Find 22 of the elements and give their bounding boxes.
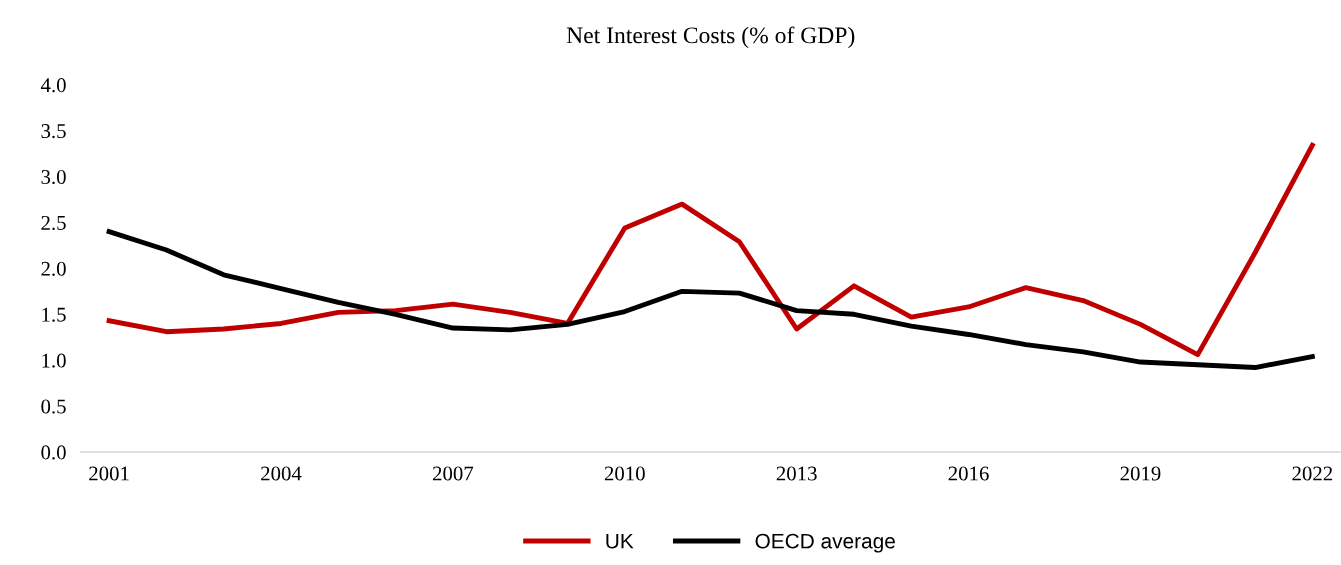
y-tick-label: 4.0	[40, 78, 66, 93]
x-tick-label: 2019	[1120, 466, 1161, 481]
y-tick-label: 0.5	[41, 399, 66, 414]
line-series	[106, 229, 1315, 370]
x-tick-label: 2010	[604, 466, 645, 481]
y-tick-label: 0.0	[41, 445, 66, 460]
x-tick-label: 2022	[1292, 466, 1333, 481]
y-tick-label: 2.0	[41, 261, 66, 276]
legend-label: UK	[606, 533, 634, 549]
x-tick-label: 2007	[432, 466, 474, 481]
y-tick-label: 1.5	[42, 307, 66, 322]
x-tick-label: 2004	[261, 466, 302, 481]
chart-title: Net Interest Costs (% of GDP)	[566, 26, 855, 49]
legend-label: OECD average	[755, 533, 895, 553]
y-tick-label: 1.0	[42, 353, 66, 368]
y-tick-label: 2.5	[41, 215, 66, 230]
x-tick-label: 2016	[948, 466, 989, 481]
y-tick-label: 3.5	[41, 124, 66, 139]
x-tick-label: 2013	[776, 466, 817, 481]
line-series	[106, 142, 1315, 358]
x-tick-label: 2001	[89, 466, 129, 481]
y-tick-label: 3.0	[41, 169, 66, 185]
